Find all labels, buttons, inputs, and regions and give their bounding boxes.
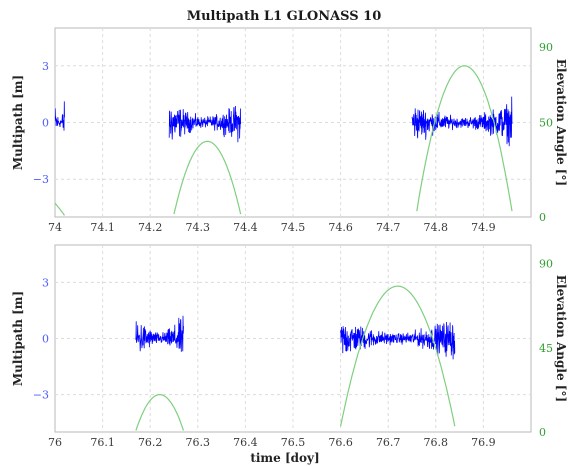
- x-tick-label: 76.8: [424, 436, 449, 449]
- x-tick-label: 76.5: [281, 436, 306, 449]
- multipath-series: [55, 101, 65, 131]
- x-tick-label: 74.7: [376, 221, 401, 234]
- x-tick-label: 74.2: [138, 221, 163, 234]
- x-tick-label: 74.3: [186, 221, 211, 234]
- elevation-axis-label: Elevation Angle [°]: [554, 275, 568, 402]
- x-tick-label: 76.3: [186, 436, 211, 449]
- elevation-tick-label: 0: [539, 211, 546, 224]
- y-axis-label: Multipath [m]: [11, 75, 25, 170]
- x-tick-label: 76.2: [138, 436, 163, 449]
- multipath-series: [411, 96, 513, 147]
- top-panel: 74 74.1 74.2 74.3 74.4 74.5 74.6 74.7 74.8 74.9 3 0…: [11, 27, 568, 234]
- multipath-series: [168, 105, 241, 143]
- elevation-series: [416, 65, 513, 212]
- elevation-tick-label: 50: [539, 117, 553, 130]
- y-axis-label: Multipath [m]: [11, 291, 25, 386]
- x-tick-label: 74.4: [233, 221, 258, 234]
- y-tick-label: 3: [42, 60, 49, 73]
- x-tick-label: 76: [48, 436, 62, 449]
- chart-title: Multipath L1 GLONASS 10: [187, 9, 382, 24]
- y-tick-label: 0: [42, 333, 49, 346]
- elevation-tick-label: 0: [539, 426, 546, 439]
- y-tick-label: −3: [33, 173, 49, 186]
- x-tick-label: 74.9: [471, 221, 496, 234]
- elevation-series: [340, 285, 456, 427]
- x-tick-label: 74.1: [90, 221, 115, 234]
- x-tick-label: 76.1: [90, 436, 115, 449]
- elevation-tick-label: 90: [539, 258, 553, 271]
- x-tick-label: 74.5: [281, 221, 306, 234]
- x-tick-label: 76.4: [233, 436, 258, 449]
- elevation-tick-label: 45: [539, 342, 553, 355]
- x-tick-label: 74: [48, 221, 62, 234]
- multipath-series: [340, 321, 456, 360]
- elevation-series: [173, 140, 242, 215]
- y-tick-label: −3: [33, 389, 49, 402]
- x-tick-label: 76.7: [376, 436, 401, 449]
- elevation-series: [135, 394, 185, 431]
- multipath-series: [135, 315, 184, 352]
- elevation-series: [55, 202, 65, 216]
- y-tick-label: 3: [42, 276, 49, 289]
- elevation-tick-label: 90: [539, 41, 553, 54]
- elevation-axis-label: Elevation Angle [°]: [554, 59, 568, 186]
- bottom-panel: 76 76.1 76.2 76.3 76.4 76.5 76.6 76.7 76.8 76.9 3 0…: [11, 244, 568, 449]
- y-tick-label: 0: [42, 117, 49, 130]
- x-tick-label: 74.8: [424, 221, 449, 234]
- x-tick-label: 76.9: [471, 436, 496, 449]
- x-axis-label: time [doy]: [250, 451, 319, 465]
- x-tick-label: 76.6: [328, 436, 353, 449]
- x-tick-label: 74.6: [328, 221, 353, 234]
